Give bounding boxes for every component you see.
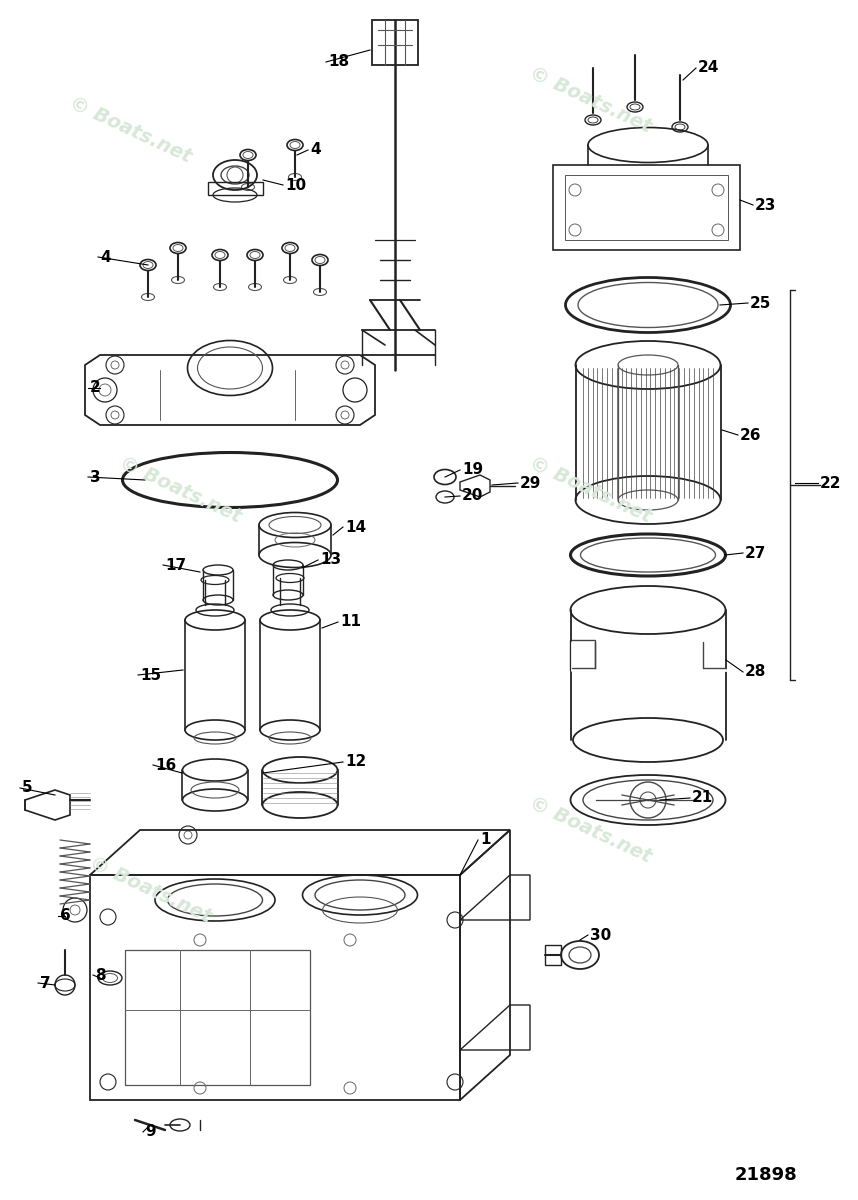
Text: 3: 3	[90, 469, 100, 485]
Text: 4: 4	[310, 143, 321, 157]
Text: 11: 11	[340, 614, 361, 630]
Text: 10: 10	[285, 178, 306, 192]
Text: © Boats.net: © Boats.net	[526, 793, 654, 866]
Text: 22: 22	[820, 475, 842, 491]
Text: © Boats.net: © Boats.net	[526, 64, 654, 137]
Text: 6: 6	[60, 908, 70, 924]
Text: 29: 29	[520, 475, 541, 491]
Text: 27: 27	[745, 546, 766, 560]
Text: 8: 8	[95, 967, 106, 983]
Text: © Boats.net: © Boats.net	[86, 853, 214, 926]
Text: © Boats.net: © Boats.net	[66, 94, 194, 167]
Text: 12: 12	[345, 755, 366, 769]
Text: 25: 25	[750, 295, 771, 311]
Text: 30: 30	[590, 928, 611, 942]
Text: 28: 28	[745, 665, 766, 679]
Text: 17: 17	[165, 558, 186, 572]
Text: 21898: 21898	[735, 1166, 798, 1184]
Text: 23: 23	[755, 198, 776, 212]
Text: 26: 26	[740, 427, 762, 443]
Text: 24: 24	[698, 60, 719, 76]
Text: 7: 7	[40, 976, 51, 990]
Text: 15: 15	[140, 667, 161, 683]
Text: 19: 19	[462, 462, 483, 478]
Text: © Boats.net: © Boats.net	[116, 454, 244, 527]
Text: 18: 18	[328, 54, 349, 70]
Text: 20: 20	[462, 488, 483, 504]
Text: 14: 14	[345, 520, 366, 534]
Text: 13: 13	[320, 552, 341, 568]
Text: 21: 21	[692, 791, 713, 805]
Text: 4: 4	[100, 250, 111, 264]
Text: 2: 2	[90, 380, 100, 396]
Text: 5: 5	[22, 780, 33, 796]
Text: © Boats.net: © Boats.net	[526, 454, 654, 527]
Text: 1: 1	[480, 833, 491, 847]
Text: 16: 16	[155, 757, 176, 773]
Text: 9: 9	[145, 1124, 155, 1140]
